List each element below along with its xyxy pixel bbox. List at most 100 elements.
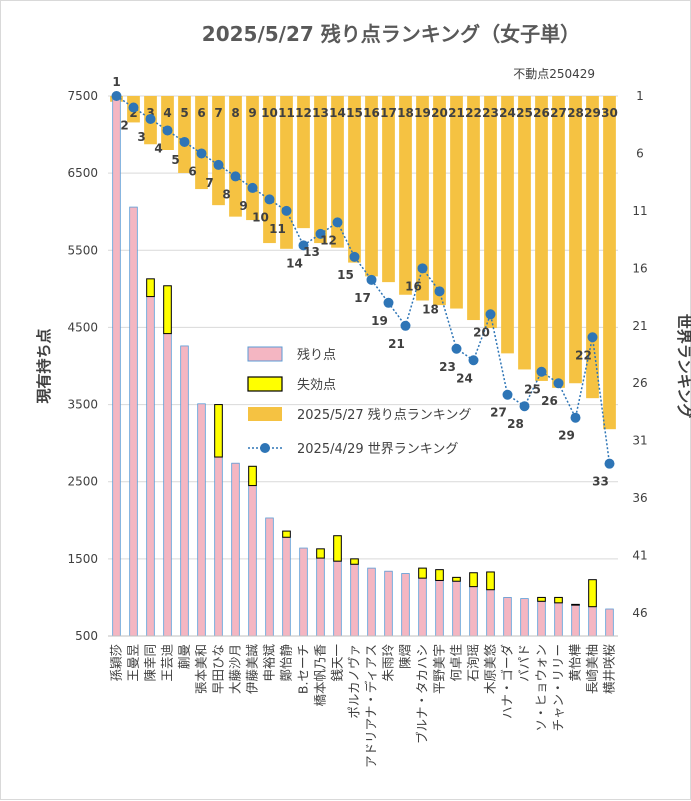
current-rank-bar — [501, 96, 514, 354]
current-rank-bar — [229, 96, 242, 217]
current-rank-label: 28 — [567, 106, 584, 120]
left-tick-label: 500 — [75, 629, 98, 643]
remaining-points-bar — [452, 580, 461, 637]
current-rank-label: 24 — [499, 106, 516, 120]
current-rank-bar — [518, 96, 531, 370]
category-label: 大藤沙月 — [228, 644, 243, 694]
world-ranking-point — [264, 194, 275, 205]
remaining-points-bar — [384, 570, 393, 637]
remaining-points-bar — [180, 345, 189, 637]
world-ranking-label: 23 — [439, 360, 456, 374]
current-rank-label: 21 — [448, 106, 465, 120]
current-rank-label: 4 — [163, 106, 171, 120]
world-ranking-point — [128, 102, 139, 113]
world-ranking-label: 2 — [120, 118, 128, 132]
expired-points-bar — [418, 567, 427, 579]
current-rank-label: 22 — [465, 106, 482, 120]
expired-points-bar — [350, 558, 359, 565]
expired-points-bar — [316, 548, 325, 559]
right-tick-label: 11 — [632, 204, 647, 218]
world-ranking-label: 14 — [286, 256, 303, 270]
current-rank-bar — [178, 96, 191, 173]
current-rank-bar — [195, 96, 208, 190]
world-ranking-label: 12 — [320, 233, 337, 247]
world-ranking-point — [196, 148, 207, 159]
remaining-points-bar — [537, 600, 546, 637]
world-ranking-label: 4 — [154, 141, 162, 155]
category-labels: 孫穎莎 王曼昱 陳幸同 王芸迪 蒯曼 張本美和 早田ひな 大藤沙月 伊藤美誠 申裕斌 鄭怡静 B.セー… — [109, 644, 617, 768]
world-ranking-point — [383, 297, 394, 308]
current-rank-bar — [263, 96, 276, 244]
remaining-points-bar — [265, 517, 274, 637]
expired-points-bar — [452, 576, 461, 582]
current-rank-bar — [535, 96, 548, 381]
current-rank-label: 18 — [397, 106, 414, 120]
remaining-points-bar — [197, 403, 206, 637]
current-rank-bar — [552, 96, 565, 388]
current-rank-label: 27 — [550, 106, 567, 120]
current-rank-bar — [348, 96, 361, 263]
legend-label-current-rank: 2025/5/27 残り点ランキング — [297, 408, 471, 423]
chart-subtitle: 不動点250429 — [513, 67, 595, 81]
remaining-points-bar — [554, 602, 563, 637]
world-ranking-point — [451, 343, 462, 354]
world-ranking-label: 28 — [507, 417, 524, 431]
remaining-points-bar — [571, 604, 580, 637]
left-tick-label: 3500 — [67, 398, 98, 412]
world-ranking-point — [570, 412, 581, 423]
category-label: 黄怡樺 — [568, 644, 583, 682]
current-rank-label: 13 — [312, 106, 329, 120]
world-ranking-label: 19 — [371, 314, 388, 328]
current-rank-bar — [586, 96, 599, 399]
world-ranking-label: 11 — [269, 222, 286, 236]
right-tick-label: 16 — [632, 261, 647, 275]
world-ranking-point — [213, 159, 224, 170]
category-label: 木原美悠 — [483, 644, 498, 695]
left-axis-title: 現有持ち点 — [35, 328, 53, 403]
world-ranking-label: 25 — [524, 383, 541, 397]
current-rank-label: 30 — [601, 106, 618, 120]
left-tick-label: 7500 — [67, 89, 98, 103]
expired-points-bar — [537, 596, 546, 602]
current-rank-bar — [399, 96, 412, 295]
world-ranking-label: 1 — [112, 75, 120, 89]
world-ranking-point — [553, 378, 564, 389]
expired-points-bar — [214, 404, 223, 458]
world-ranking-point — [366, 274, 377, 285]
category-label: 長崎美柚 — [585, 644, 600, 694]
right-axis-title: 世界ランキング — [675, 314, 691, 419]
world-ranking-point — [179, 136, 190, 147]
world-ranking-label: 18 — [422, 302, 439, 316]
left-tick-label: 4500 — [67, 320, 98, 334]
remaining-points-bar — [112, 95, 121, 637]
right-tick-label: 41 — [632, 549, 647, 563]
world-ranking-label: 20 — [473, 325, 490, 339]
current-rank-bar — [297, 96, 310, 229]
left-tick-label: 2500 — [67, 475, 98, 489]
remaining-points-bar — [401, 573, 410, 637]
right-tick-label: 1 — [636, 89, 644, 103]
world-ranking-label: 5 — [171, 153, 179, 167]
expired-points-bar — [435, 569, 444, 581]
category-label: 早田ひな — [211, 644, 226, 694]
remaining-points-bar — [418, 577, 427, 637]
current-rank-label: 26 — [533, 106, 550, 120]
world-ranking-label: 26 — [541, 394, 558, 408]
world-ranking-point — [349, 251, 360, 262]
current-rank-labels: 1234567891011121314151617181920212223242… — [112, 106, 618, 120]
current-rank-bar — [416, 96, 429, 301]
legend: 残り点 失効点 2025/5/27 残り点ランキング 2025/4/29 世界ラ… — [247, 346, 471, 457]
world-ranking-point — [298, 240, 309, 251]
legend-swatch-current-rank — [248, 407, 282, 421]
world-ranking-label: 24 — [456, 371, 473, 385]
right-tick-label: 26 — [632, 376, 647, 390]
world-ranking-label: 3 — [137, 130, 145, 144]
current-rank-bar — [467, 96, 480, 321]
world-ranking-point — [145, 113, 156, 124]
legend-swatch-expired — [247, 376, 283, 392]
expired-points-bar — [282, 530, 291, 538]
remaining-points-bar — [248, 485, 257, 637]
world-ranking-point — [519, 401, 530, 412]
remaining-points-bar — [503, 597, 512, 637]
